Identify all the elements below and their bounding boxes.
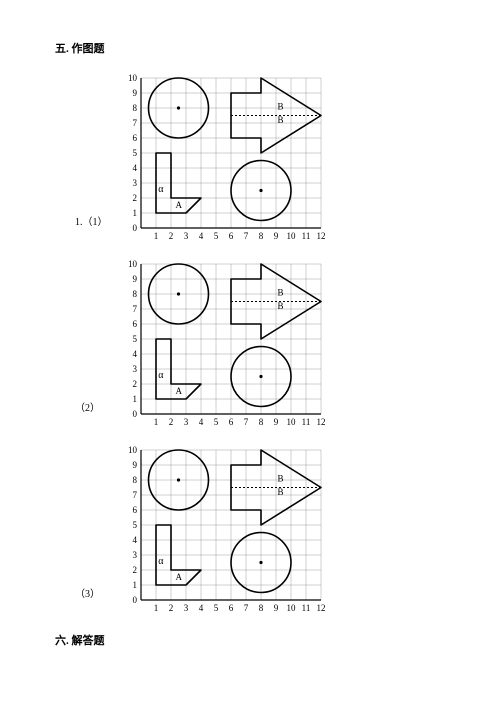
svg-text:α: α xyxy=(158,370,164,381)
svg-text:7: 7 xyxy=(244,417,249,427)
figure-row: 1.（1）012345678910123456789101112αABB xyxy=(75,74,470,242)
svg-text:6: 6 xyxy=(229,603,234,613)
svg-text:8: 8 xyxy=(133,475,138,485)
svg-text:9: 9 xyxy=(274,603,279,613)
svg-text:B: B xyxy=(278,102,284,112)
section-heading-answer: 六. 解答题 xyxy=(55,632,470,648)
svg-text:2: 2 xyxy=(169,603,174,613)
svg-text:11: 11 xyxy=(302,417,311,427)
svg-text:3: 3 xyxy=(184,231,189,241)
svg-text:7: 7 xyxy=(133,118,138,128)
svg-text:3: 3 xyxy=(133,550,138,560)
svg-text:10: 10 xyxy=(128,446,138,455)
svg-text:5: 5 xyxy=(214,231,219,241)
svg-text:5: 5 xyxy=(214,603,219,613)
svg-text:5: 5 xyxy=(133,520,138,530)
svg-text:8: 8 xyxy=(133,103,138,113)
svg-text:1: 1 xyxy=(154,417,159,427)
svg-text:9: 9 xyxy=(274,417,279,427)
svg-text:4: 4 xyxy=(199,231,204,241)
svg-text:7: 7 xyxy=(244,231,249,241)
svg-text:7: 7 xyxy=(133,490,138,500)
svg-text:B: B xyxy=(278,474,284,484)
svg-text:1: 1 xyxy=(133,580,138,590)
svg-text:4: 4 xyxy=(133,535,138,545)
svg-text:1: 1 xyxy=(154,231,159,241)
svg-text:B: B xyxy=(278,487,284,497)
svg-text:2: 2 xyxy=(169,417,174,427)
svg-text:4: 4 xyxy=(133,163,138,173)
figure-row: （3）012345678910123456789101112αABB xyxy=(75,446,470,614)
svg-text:12: 12 xyxy=(317,417,326,427)
svg-text:A: A xyxy=(176,200,183,210)
svg-text:α: α xyxy=(158,184,164,195)
figures-container: 1.（1）012345678910123456789101112αABB（2）0… xyxy=(55,74,470,614)
svg-text:0: 0 xyxy=(133,595,138,605)
section-heading-drawing: 五. 作图题 xyxy=(55,40,470,56)
svg-text:3: 3 xyxy=(133,178,138,188)
figure-row: （2）012345678910123456789101112αABB xyxy=(75,260,470,428)
svg-text:9: 9 xyxy=(133,274,138,284)
svg-text:6: 6 xyxy=(133,319,138,329)
svg-text:6: 6 xyxy=(133,133,138,143)
grid-figure: 012345678910123456789101112αABB xyxy=(119,446,325,614)
svg-text:A: A xyxy=(176,386,183,396)
svg-text:12: 12 xyxy=(317,603,326,613)
svg-text:10: 10 xyxy=(287,417,297,427)
figure-label: 1.（1） xyxy=(75,213,115,242)
svg-text:2: 2 xyxy=(133,193,138,203)
svg-text:0: 0 xyxy=(133,223,138,233)
svg-text:0: 0 xyxy=(133,409,138,419)
svg-text:3: 3 xyxy=(184,417,189,427)
figure-label: （3） xyxy=(75,585,115,614)
svg-text:α: α xyxy=(158,556,164,567)
svg-text:10: 10 xyxy=(128,260,138,269)
grid-figure: 012345678910123456789101112αABB xyxy=(119,260,325,428)
svg-text:8: 8 xyxy=(259,417,264,427)
svg-text:1: 1 xyxy=(154,603,159,613)
grid-figure: 012345678910123456789101112αABB xyxy=(119,74,325,242)
svg-text:3: 3 xyxy=(133,364,138,374)
svg-text:11: 11 xyxy=(302,603,311,613)
svg-text:4: 4 xyxy=(199,603,204,613)
svg-text:6: 6 xyxy=(229,417,234,427)
svg-text:10: 10 xyxy=(287,231,297,241)
svg-text:12: 12 xyxy=(317,231,326,241)
svg-text:1: 1 xyxy=(133,394,138,404)
svg-text:5: 5 xyxy=(133,148,138,158)
svg-text:4: 4 xyxy=(199,417,204,427)
svg-text:B: B xyxy=(278,115,284,125)
svg-text:10: 10 xyxy=(128,74,138,83)
svg-text:9: 9 xyxy=(274,231,279,241)
svg-text:7: 7 xyxy=(244,603,249,613)
svg-text:2: 2 xyxy=(133,379,138,389)
svg-text:B: B xyxy=(278,301,284,311)
svg-text:3: 3 xyxy=(184,603,189,613)
svg-text:9: 9 xyxy=(133,460,138,470)
svg-text:8: 8 xyxy=(259,231,264,241)
svg-text:10: 10 xyxy=(287,603,297,613)
figure-label: （2） xyxy=(75,399,115,428)
svg-text:11: 11 xyxy=(302,231,311,241)
svg-text:8: 8 xyxy=(133,289,138,299)
svg-text:2: 2 xyxy=(133,565,138,575)
page-root: 五. 作图题 1.（1）012345678910123456789101112α… xyxy=(0,0,500,707)
svg-text:A: A xyxy=(176,572,183,582)
svg-text:6: 6 xyxy=(229,231,234,241)
svg-text:5: 5 xyxy=(214,417,219,427)
svg-text:4: 4 xyxy=(133,349,138,359)
svg-text:1: 1 xyxy=(133,208,138,218)
svg-text:2: 2 xyxy=(169,231,174,241)
svg-text:8: 8 xyxy=(259,603,264,613)
svg-text:B: B xyxy=(278,288,284,298)
svg-text:9: 9 xyxy=(133,88,138,98)
svg-text:7: 7 xyxy=(133,304,138,314)
svg-text:5: 5 xyxy=(133,334,138,344)
svg-text:6: 6 xyxy=(133,505,138,515)
